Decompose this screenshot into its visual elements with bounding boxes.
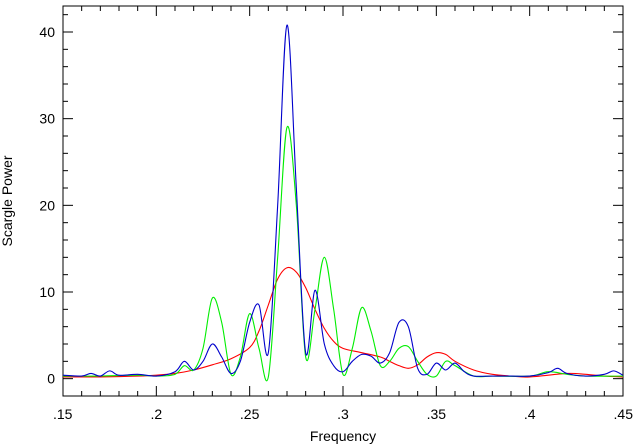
y-tick-label: 40 bbox=[39, 24, 55, 40]
tick-labels: .15 .2 .25 .3 .35 .4 .45 0 10 20 30 40 bbox=[39, 24, 633, 422]
y-axis-title: Scargle Power bbox=[0, 155, 15, 246]
plot-frame bbox=[62, 5, 624, 397]
y-tick-label: 30 bbox=[39, 111, 55, 127]
series-line-1 bbox=[63, 266, 623, 378]
y-tick-label: 0 bbox=[47, 371, 55, 387]
series-group bbox=[63, 24, 623, 382]
x-tick-label: .25 bbox=[240, 406, 260, 422]
y-tick-label: 10 bbox=[39, 284, 55, 300]
series-line-2 bbox=[63, 125, 623, 382]
x-tick-label: .45 bbox=[614, 406, 634, 422]
x-axis-title: Frequency bbox=[310, 428, 376, 444]
series-line-3 bbox=[63, 24, 623, 377]
axis-ticks bbox=[62, 6, 624, 397]
x-tick-label: .2 bbox=[150, 406, 162, 422]
x-tick-label: .35 bbox=[427, 406, 447, 422]
x-tick-label: .3 bbox=[337, 406, 349, 422]
x-tick-label: .15 bbox=[53, 406, 73, 422]
x-tick-label: .4 bbox=[524, 406, 536, 422]
y-tick-label: 20 bbox=[39, 197, 55, 213]
